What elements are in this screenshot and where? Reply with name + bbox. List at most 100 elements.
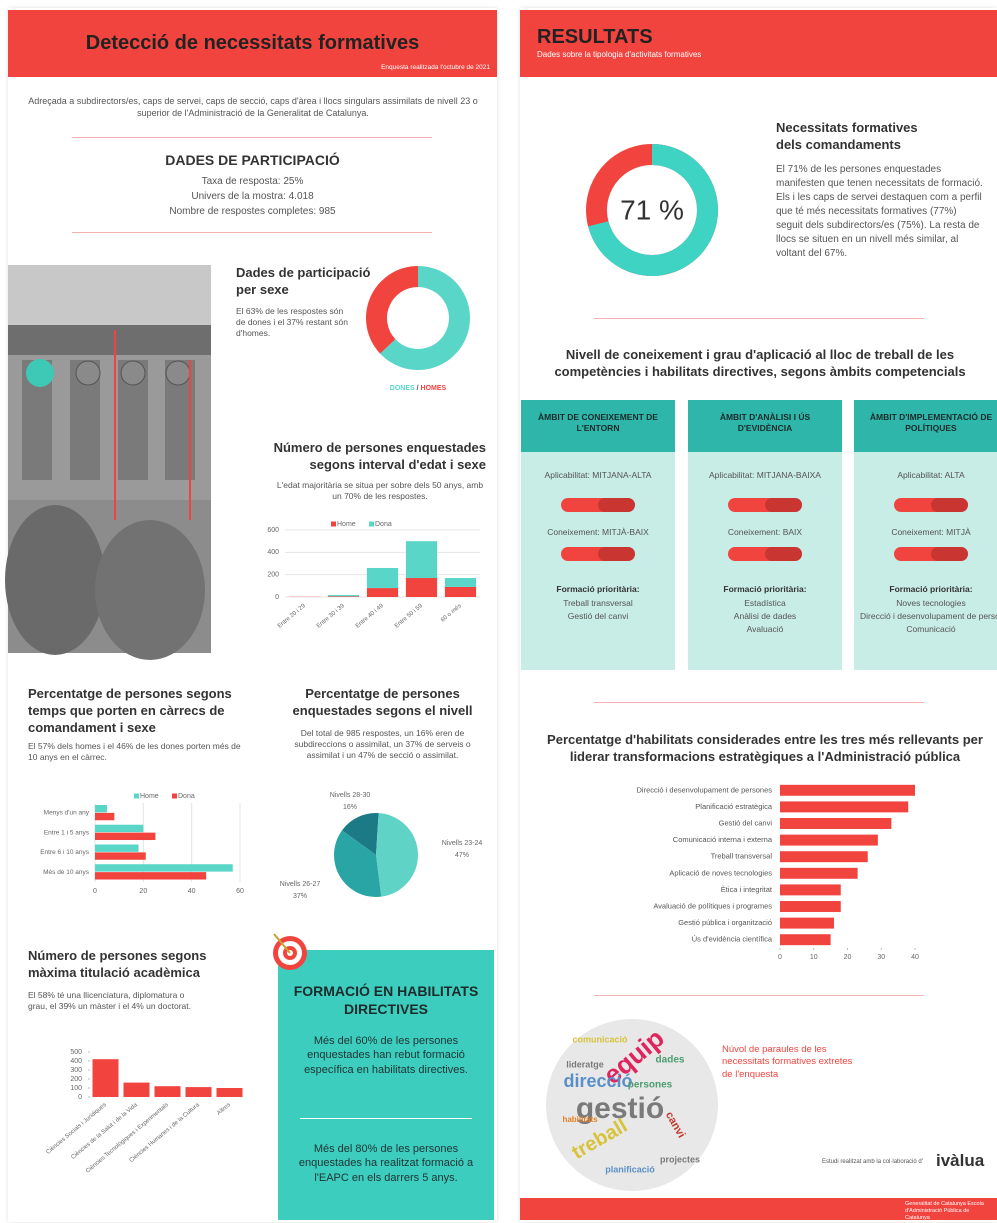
priority-item: Gestió del canvi: [527, 611, 669, 622]
cloud-word: projectes: [660, 1154, 700, 1164]
bar: [780, 835, 878, 846]
y-tick-label: 200: [70, 1076, 82, 1083]
priority-item: Direcció i desenvolupament de persones: [860, 611, 997, 622]
y-tick-label: 600: [267, 527, 279, 534]
bar: [780, 785, 915, 796]
knowledge: Coneixement: MITJÀ: [854, 527, 997, 538]
legend-label: Dona: [178, 793, 195, 800]
applicability: Aplicabilitat: MITJANA-BAIXA: [688, 470, 842, 481]
y-tick-label: 300: [70, 1067, 82, 1074]
priority-item: Noves tecnologies: [860, 598, 997, 609]
graphics: DONES / HOMES0200400600Entre 20 i 29Entr…: [0, 0, 997, 1223]
y-category-label: Planificació estratègica: [695, 802, 773, 811]
priority-heading: Formació prioritària:: [854, 584, 997, 595]
y-category-label: Avaluació de polítiques i programes: [653, 901, 772, 910]
bar: [780, 868, 858, 879]
x-tick-label: 30: [877, 954, 885, 961]
photo: [5, 265, 211, 660]
page: Detecció de necessitats formatives { "le…: [0, 0, 997, 1223]
pie-value: 16%: [343, 804, 357, 811]
cloud-word: direcció: [563, 1071, 632, 1091]
x-tick-label: 20: [139, 888, 147, 895]
bar: [780, 801, 908, 812]
bar-segment: [367, 588, 398, 597]
bar: [780, 901, 841, 912]
legend-swatch: [331, 522, 336, 527]
target-icon: [273, 934, 307, 970]
x-tick-label: Ciències Socials i Jurídiques: [45, 1102, 107, 1156]
y-category-label: Ètica i integritat: [721, 885, 773, 894]
legend-swatch: [134, 794, 139, 799]
legend-swatch: [172, 794, 177, 799]
applicability: Aplicabilitat: MITJANA-ALTA: [521, 470, 675, 481]
bar: [216, 1088, 242, 1097]
x-tick-label: 60 o més: [440, 603, 463, 623]
bar-segment: [445, 587, 476, 597]
y-tick-label: 0: [78, 1094, 82, 1101]
bar: [780, 934, 831, 945]
cloud-word: comunicació: [572, 1034, 628, 1044]
y-category-label: Entre 1 i 5 anys: [44, 829, 90, 836]
column-header: ÀMBIT D'ANÀLISI I ÚS D'EVIDÈNCIA: [698, 412, 832, 434]
priority-item: Estadística: [694, 598, 836, 609]
cloud-word: planificació: [605, 1164, 655, 1174]
infographic: Detecció de necessitats formatives Enque…: [0, 0, 997, 1223]
legend-label: Dona: [375, 521, 392, 528]
x-tick-label: Altres: [216, 1102, 232, 1116]
legend-label: Home: [337, 521, 356, 528]
cloud-word: lideratge: [566, 1059, 604, 1069]
y-tick-label: 100: [70, 1085, 82, 1092]
slider-shade: [931, 547, 968, 561]
pie-value: 47%: [455, 852, 469, 859]
y-tick-label: 400: [267, 549, 279, 556]
y-category-label: Entre 6 i 10 anys: [40, 849, 90, 856]
x-tick-label: 0: [778, 954, 782, 961]
cloud-word: persones: [628, 1080, 673, 1091]
x-tick-label: 20: [844, 954, 852, 961]
bar-segment: [445, 578, 476, 587]
y-category-label: Aplicació de noves tecnologies: [669, 868, 772, 877]
bar: [780, 818, 891, 829]
slider-shade: [931, 498, 968, 512]
x-tick-label: Entre 20 i 29: [277, 603, 307, 630]
bar: [95, 805, 107, 812]
bar: [185, 1087, 211, 1097]
priority-item: Treball transversal: [527, 598, 669, 609]
slider-shade: [765, 498, 802, 512]
slider-shade: [598, 547, 635, 561]
knowledge: Coneixement: MITJÀ-BAIX: [521, 527, 675, 538]
column-header: ÀMBIT D'IMPLEMENTACIÓ DE POLÍTIQUES: [864, 412, 997, 434]
priority-item: Comunicació: [860, 624, 997, 635]
donut-segment: [366, 266, 418, 354]
y-category-label: Direcció i desenvolupament de persones: [637, 785, 773, 794]
y-category-label: Menys d'un any: [44, 810, 90, 817]
bar: [780, 918, 834, 929]
bar-segment: [367, 568, 398, 588]
slider-shade: [598, 498, 635, 512]
bar: [95, 852, 146, 859]
pie-category: Nivells 28-30: [330, 792, 371, 799]
bar: [92, 1059, 118, 1097]
bar: [780, 851, 868, 862]
pie-value: 37%: [293, 893, 307, 900]
legend: DONES / HOMES: [390, 385, 447, 392]
bar: [95, 813, 114, 820]
bar: [154, 1086, 180, 1097]
y-category-label: Ús d'evidència científica: [692, 935, 773, 944]
bar: [780, 884, 841, 895]
x-tick-label: Ciències de la Salut i de la Vida: [70, 1102, 139, 1161]
slider-shade: [765, 547, 802, 561]
x-tick-label: Entre 50 i 59: [394, 603, 424, 630]
knowledge: Coneixement: BAIX: [688, 527, 842, 538]
priority-heading: Formació prioritària:: [688, 584, 842, 595]
y-tick-label: 400: [70, 1058, 82, 1065]
x-tick-label: 10: [810, 954, 818, 961]
bar: [123, 1083, 149, 1097]
bar: [95, 825, 143, 832]
x-tick-label: Entre 40 i 49: [355, 603, 385, 630]
priority-item: Avaluació: [694, 624, 836, 635]
bar: [95, 833, 155, 840]
bar-segment: [406, 541, 437, 578]
legend-label: HOMES: [421, 385, 447, 392]
legend-label: DONES: [390, 385, 415, 392]
